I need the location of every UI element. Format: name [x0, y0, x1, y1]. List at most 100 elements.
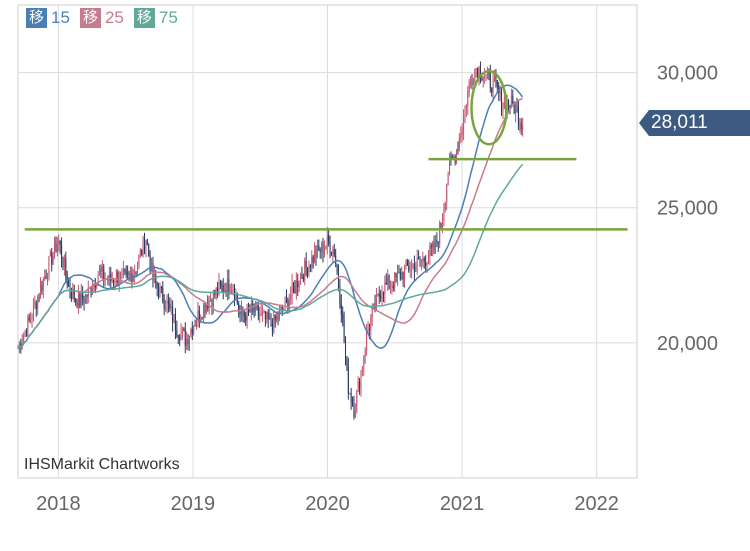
candle-body [61, 245, 63, 259]
candle-body [97, 275, 99, 286]
candle-body [73, 288, 75, 299]
legend: 移 15 移 25 移 75 [26, 8, 178, 28]
candle-body [232, 287, 234, 290]
candle-body [290, 295, 292, 301]
candle-body [77, 294, 79, 309]
candle-body [124, 270, 126, 272]
candle-body [115, 272, 117, 283]
candle-body [367, 329, 369, 333]
candle-body [65, 258, 67, 275]
candle-body [440, 222, 442, 228]
candle-body [353, 404, 355, 418]
candle-body [389, 286, 391, 289]
candle-body [221, 284, 223, 286]
candle-body [215, 287, 217, 295]
candle-body [235, 293, 237, 298]
candle-body [447, 173, 449, 186]
candle-body [359, 381, 361, 389]
candle-body [156, 282, 158, 288]
candle-body [422, 258, 424, 262]
candle-body [458, 137, 460, 150]
current-price-tag: 28,011 [639, 110, 750, 136]
legend-item-ma15[interactable]: 移 15 [26, 8, 70, 28]
candle-body [333, 249, 335, 256]
candle-body [38, 297, 40, 299]
candle-body [489, 73, 491, 89]
candle-body [515, 104, 517, 114]
candle-body [463, 117, 465, 131]
legend-item-ma75[interactable]: 移 75 [133, 8, 178, 28]
candle-body [271, 323, 273, 332]
candle-body [322, 242, 324, 254]
candle-body [248, 305, 250, 310]
candle-body [49, 252, 51, 257]
candle-body [111, 280, 113, 282]
candle-body [404, 266, 406, 280]
candle-body [499, 90, 501, 94]
candle-body [169, 303, 171, 308]
candle-body [430, 245, 432, 248]
candle-body [300, 274, 302, 284]
candle-body [108, 274, 110, 281]
candle-body [211, 299, 213, 307]
chart-credit: IHSMarkit Chartworks [24, 456, 180, 473]
ma-badge: 移 [133, 8, 155, 28]
candle-body [245, 315, 247, 321]
candle-body [128, 273, 130, 275]
candle-body [212, 290, 214, 307]
candle-body [273, 314, 275, 332]
legend-item-ma25[interactable]: 移 25 [79, 8, 124, 28]
candle-body [325, 246, 327, 249]
candle-body [260, 312, 262, 316]
candle-body [307, 267, 309, 275]
candle-body [443, 209, 445, 222]
candle-body [343, 318, 345, 342]
legend-label: 15 [51, 8, 70, 27]
candle-body [494, 75, 496, 78]
candle-body [145, 240, 147, 251]
candle-body [475, 68, 477, 70]
candle-body [94, 283, 96, 288]
candle-body [332, 249, 334, 254]
candle-body [158, 287, 160, 298]
candle-body [371, 308, 373, 319]
candle-body [309, 265, 311, 268]
candle-body [481, 78, 483, 81]
candle-body [471, 81, 473, 85]
candle-body [302, 276, 304, 281]
candle-body [287, 299, 289, 310]
candle-body [257, 305, 259, 316]
candle-body [450, 156, 452, 158]
candle-body [127, 273, 129, 275]
candle-body [190, 329, 192, 337]
candle-body [512, 95, 514, 104]
candle-body [173, 314, 175, 323]
candle-body [314, 251, 316, 263]
candle-body [342, 314, 344, 319]
y-tick-label: 20,000 [657, 333, 718, 355]
candle-body [503, 102, 505, 109]
candle-body [55, 241, 57, 253]
candle-body [276, 316, 278, 321]
candle-body [397, 272, 399, 278]
candle-body [406, 260, 408, 266]
legend-label: 25 [104, 8, 124, 27]
candle-body [446, 185, 448, 203]
candle-body [434, 240, 436, 251]
candle-body [70, 293, 72, 299]
candle-body [99, 269, 101, 276]
candle-body [80, 292, 82, 307]
candle-body [509, 104, 511, 107]
candle-body [336, 263, 338, 273]
candle-body [51, 252, 53, 265]
candle-body [76, 300, 78, 309]
candle-body [441, 221, 443, 228]
candle-body [326, 235, 328, 247]
highlight-ellipse [470, 69, 508, 146]
candle-body [429, 245, 431, 258]
candle-body [69, 285, 71, 294]
candle-body [90, 287, 92, 295]
candle-body [449, 156, 451, 174]
candle-body [58, 240, 60, 245]
candle-body [413, 264, 415, 272]
